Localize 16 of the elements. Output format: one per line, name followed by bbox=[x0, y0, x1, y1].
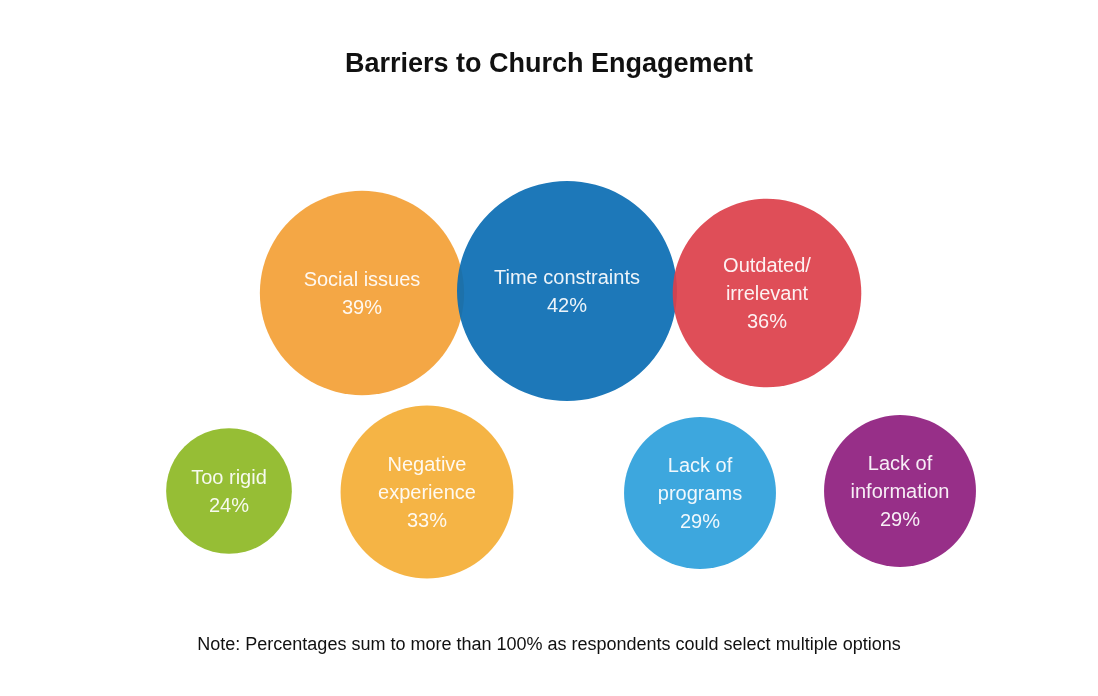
category-label: Negative experience bbox=[378, 453, 476, 503]
category-label: Outdated/irrelevant bbox=[723, 254, 812, 304]
data-label: 42% bbox=[546, 294, 588, 316]
data-label: 29% bbox=[679, 510, 721, 532]
text: Note: Percentages sum to more than 100% as respondents could select multiple options bbox=[197, 634, 901, 654]
category-label: Social issues bbox=[303, 268, 421, 290]
data-label: 24% bbox=[208, 494, 250, 516]
data-label: 36% bbox=[746, 310, 788, 332]
category-label: Lack of programs bbox=[657, 454, 743, 504]
data-label: 29% bbox=[879, 508, 921, 530]
category-label: Lack of information bbox=[850, 452, 950, 502]
category-label: Time constraints bbox=[494, 266, 640, 288]
data-label: 33% bbox=[406, 509, 448, 531]
text: Barriers to Church Engagement bbox=[344, 47, 754, 78]
category-label: Too rigid bbox=[191, 466, 267, 488]
data-label: 39% bbox=[341, 296, 383, 318]
